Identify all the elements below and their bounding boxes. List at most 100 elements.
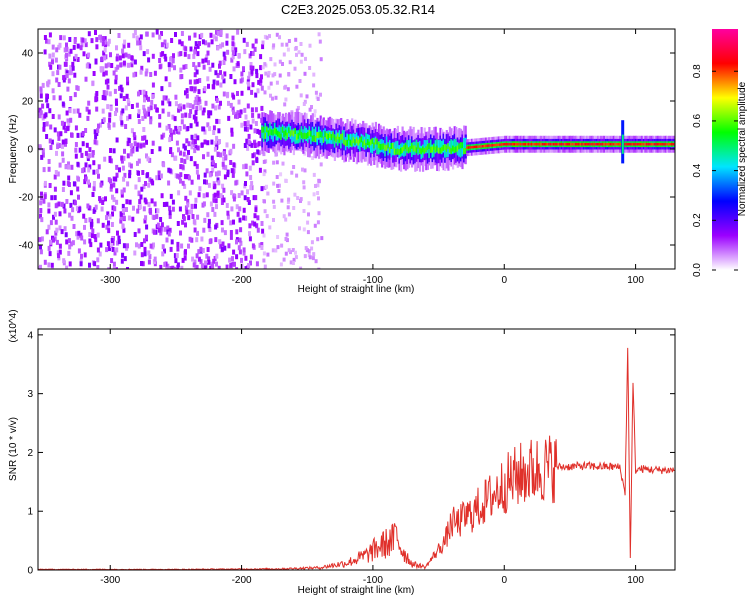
spectrogram-cell xyxy=(164,76,168,82)
spectrogram-cell xyxy=(207,113,211,119)
spectrogram-cell xyxy=(95,131,99,136)
spectrogram-band-cell xyxy=(329,132,332,138)
spectrogram-cell xyxy=(193,49,197,55)
spectrogram-band-cell xyxy=(273,127,277,134)
spectrogram-band-cell xyxy=(381,143,384,150)
spectrogram-band-cell xyxy=(655,142,658,146)
spectrogram-cell xyxy=(78,112,82,118)
spectrogram-band-cell xyxy=(291,129,294,143)
spectrogram-cell xyxy=(232,162,236,168)
spectrogram-cell xyxy=(284,97,288,102)
spectrogram-cell xyxy=(198,41,201,46)
spectrogram-cell xyxy=(213,183,217,189)
spectrogram-cell xyxy=(43,49,47,55)
spectrogram-cell xyxy=(70,215,74,221)
spectrogram-cell xyxy=(95,106,99,112)
spectrogram-cell xyxy=(96,257,100,263)
spectrogram-cell xyxy=(148,177,152,183)
spectrogram-band-cell xyxy=(404,142,407,156)
spectrogram-cell xyxy=(299,59,303,64)
spectrogram-cell xyxy=(229,234,233,240)
spectrogram-cell xyxy=(284,251,288,256)
spectrogram-cell xyxy=(120,192,124,198)
spectrogram-cell xyxy=(314,90,318,95)
spectrogram-cell xyxy=(312,83,316,88)
spectrogram-cell xyxy=(237,245,241,251)
spectrogram-cell xyxy=(206,122,210,128)
spectrogram-cell xyxy=(304,56,307,61)
spectrogram-cell xyxy=(69,117,73,123)
spectrogram-cell xyxy=(314,259,318,264)
spectrogram-cell xyxy=(51,71,55,77)
spectrogram-band-cell xyxy=(448,146,451,153)
spectrogram-cell xyxy=(233,79,237,85)
spectrogram-cell xyxy=(86,203,90,209)
spectrogram-band-cell xyxy=(303,132,306,139)
spectrogram-cell xyxy=(101,222,105,228)
spectrogram-cell xyxy=(193,139,197,145)
spectrogram-cell xyxy=(225,142,229,148)
spectrogram-cell xyxy=(249,124,253,130)
spectrogram-cell xyxy=(177,126,181,132)
spectrogram-cell xyxy=(47,262,51,268)
spectrogram-cell xyxy=(114,79,118,85)
spectrogram-cell xyxy=(145,234,148,240)
spectrogram-cell xyxy=(203,179,206,185)
spectrogram-cell xyxy=(236,61,240,67)
spectrogram-cell xyxy=(196,230,199,236)
spectrogram-cell xyxy=(47,202,51,208)
spectrogram-cell xyxy=(135,102,139,108)
spectrogram-cell xyxy=(174,101,178,107)
spectrogram-cell xyxy=(135,146,139,152)
spectrogram-cell xyxy=(197,96,201,102)
spectrogram-cell xyxy=(84,42,88,48)
spectrogram-cell xyxy=(302,209,306,213)
spectrogram-band-cell xyxy=(608,142,611,146)
spectrogram-band-cell xyxy=(592,142,595,146)
spectrogram-cell xyxy=(187,54,191,60)
spectrogram-cell xyxy=(203,129,207,135)
spectrogram-cell xyxy=(111,247,115,252)
spectrogram-cell xyxy=(115,199,119,205)
spectrogram-cell xyxy=(142,184,146,190)
spectrogram-cell xyxy=(166,263,170,269)
spectrogram-cell xyxy=(231,41,235,47)
spectrogram-cell xyxy=(86,156,90,161)
spectrogram-band-cell xyxy=(500,143,503,146)
spectrogram-band-cell xyxy=(324,131,327,138)
spectrogram-cell xyxy=(144,91,148,97)
spectrogram-band-cell xyxy=(346,139,349,146)
spectrogram-cell xyxy=(271,73,275,78)
spectrogram-cell xyxy=(202,193,206,199)
spectrogram-band-cell xyxy=(348,135,351,149)
spectrogram-cell xyxy=(102,50,106,56)
spectrogram-cell xyxy=(143,251,147,257)
spectrogram-cell xyxy=(125,93,129,99)
spectrogram-cell xyxy=(179,172,183,178)
spectrogram-band-cell xyxy=(373,142,376,149)
spectrogram-cell xyxy=(308,43,312,48)
spectrogram-cell xyxy=(137,191,141,197)
spectrogram-band-cell xyxy=(396,140,399,154)
spectrogram-cell xyxy=(249,260,252,266)
spectrogram-cell xyxy=(174,32,177,37)
spectrogram-band-cell xyxy=(494,143,497,147)
spectrogram-cell xyxy=(180,243,184,249)
spectrogram-cell xyxy=(39,208,43,213)
spectrogram-cell xyxy=(197,174,200,180)
spectrogram-cell xyxy=(49,64,53,70)
spectrogram-band-cell xyxy=(653,142,656,146)
spectrogram-band-cell xyxy=(537,142,540,146)
spectrogram-cell xyxy=(267,70,271,75)
spectrogram-cell xyxy=(256,128,260,134)
spectrogram-cell xyxy=(149,105,153,111)
spectrogram-band-cell xyxy=(354,139,357,146)
spectrogram-cell xyxy=(160,222,164,228)
spectrogram-cell xyxy=(133,250,137,256)
spectrogram-band-cell xyxy=(442,144,445,151)
spectrogram-cell xyxy=(38,113,42,119)
spectrogram-cell xyxy=(262,258,266,263)
spectrogram-cell xyxy=(207,223,211,229)
spectrogram-band-cell xyxy=(384,144,387,151)
spectrogram-cell xyxy=(276,245,280,250)
